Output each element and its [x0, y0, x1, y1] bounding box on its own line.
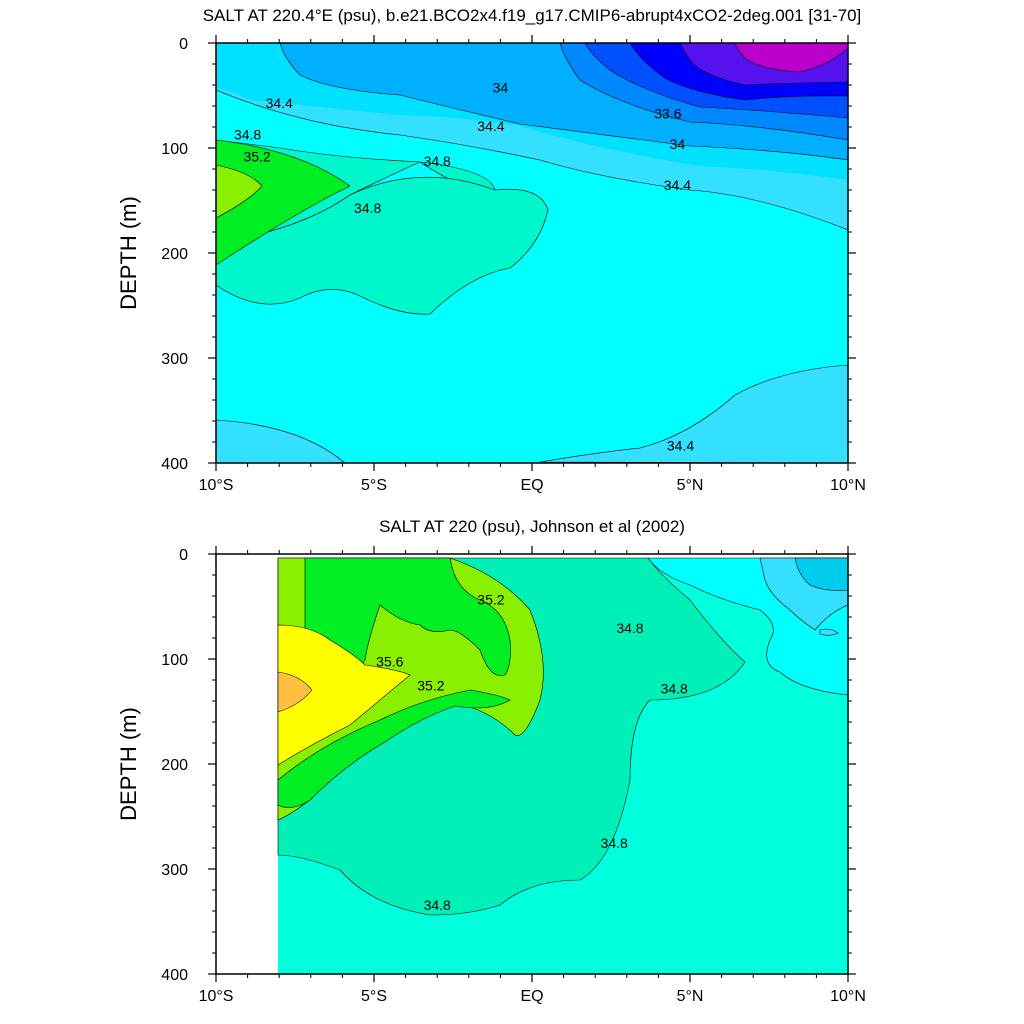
top-contour-labels: 34.4 34 33.6 34.8 34.4 34 35.2 34.8 34.4 34.8 34.4 — [234, 79, 694, 453]
top-contour-label: 34.8 — [424, 153, 451, 169]
top-x-tick-label: 10°S — [199, 477, 234, 494]
bottom-contour-label: 34.8 — [616, 620, 643, 636]
bottom-contour-fills — [277, 557, 848, 974]
bottom-contour-label: 34.8 — [424, 897, 451, 913]
bottom-y-axis-label: DEPTH (m) — [116, 707, 141, 821]
fill-32.0 — [734, 43, 848, 73]
top-y-tick-label: 100 — [161, 141, 188, 158]
bottom-contour-label: 35.2 — [417, 678, 444, 694]
top-contour-label: 33.6 — [654, 106, 681, 122]
top-contour-label: 34.4 — [664, 177, 691, 193]
fill-35.2-35.6 — [216, 139, 351, 266]
fill-35.6-36.0 — [277, 624, 411, 766]
bottom-axis-ticks: 10°S 5°S EQ 5°N 10°N 0 100 200 300 400 — [161, 546, 866, 1005]
top-contour-label: 34 — [670, 136, 686, 152]
bottom-contour-labels: 35.2 34.8 35.6 34.8 35.2 34.8 34.8 — [376, 591, 688, 913]
top-x-tick-label: EQ — [520, 477, 543, 494]
bottom-y-tick-label: 100 — [161, 652, 188, 669]
top-contour-label: 34.4 — [667, 437, 694, 453]
bottom-x-tick-label: 10°N — [830, 988, 866, 1005]
top-axis-ticks: 10°S 5°S EQ 5°N 10°N 0 100 200 300 400 — [161, 35, 866, 494]
fill-34.8-35.2-deep — [216, 176, 549, 315]
top-contour-label: 34.4 — [266, 95, 293, 111]
bottom-chart-title: SALT AT 220 (psu), Johnson et al (2002) — [379, 517, 685, 536]
bottom-x-tick-label: 10°S — [199, 988, 234, 1005]
bottom-y-tick-label: 0 — [179, 547, 188, 564]
top-x-tick-label: 5°S — [361, 477, 387, 494]
top-x-tick-label: 10°N — [830, 477, 866, 494]
bottom-contour-label: 34.8 — [601, 835, 628, 851]
top-contour-label: 35.2 — [243, 149, 270, 165]
top-x-tick-label: 5°N — [677, 477, 704, 494]
fill-35.6 — [216, 164, 263, 219]
bottom-panel: SALT AT 220 (psu), Johnson et al (2002) … — [116, 517, 866, 1005]
fill-36.0 — [277, 671, 313, 713]
fill-35.6-green-low — [277, 689, 511, 808]
fill-33.6-34.0-right — [794, 557, 848, 591]
top-y-axis-label: DEPTH (m) — [116, 196, 141, 310]
top-contour-fills — [216, 43, 848, 463]
top-y-tick-label: 400 — [161, 456, 188, 473]
bottom-x-tick-label: 5°N — [677, 988, 704, 1005]
bottom-contour-label: 35.6 — [376, 653, 403, 669]
bottom-x-tick-label: 5°S — [361, 988, 387, 1005]
top-contour-label: 34.8 — [234, 127, 261, 143]
bottom-x-tick-label: EQ — [520, 988, 543, 1005]
bottom-contour-label: 34.8 — [661, 681, 688, 697]
top-chart-title: SALT AT 220.4°E (psu), b.e21.BCO2x4.f19_… — [203, 6, 862, 25]
top-y-tick-label: 200 — [161, 246, 188, 263]
bottom-y-tick-label: 200 — [161, 757, 188, 774]
top-panel: SALT AT 220.4°E (psu), b.e21.BCO2x4.f19_… — [116, 6, 866, 494]
top-contour-label: 34 — [493, 79, 509, 95]
top-contour-label: 34.4 — [477, 118, 504, 134]
bottom-y-tick-label: 300 — [161, 862, 188, 879]
top-contour-label: 34.8 — [354, 200, 381, 216]
bottom-y-tick-label: 400 — [161, 967, 188, 984]
island-right — [819, 628, 839, 636]
top-y-tick-label: 0 — [179, 36, 188, 53]
top-y-tick-label: 300 — [161, 351, 188, 368]
fill-deep-34.0-34.4-right — [539, 364, 848, 463]
bottom-contour-label: 35.2 — [477, 591, 504, 607]
